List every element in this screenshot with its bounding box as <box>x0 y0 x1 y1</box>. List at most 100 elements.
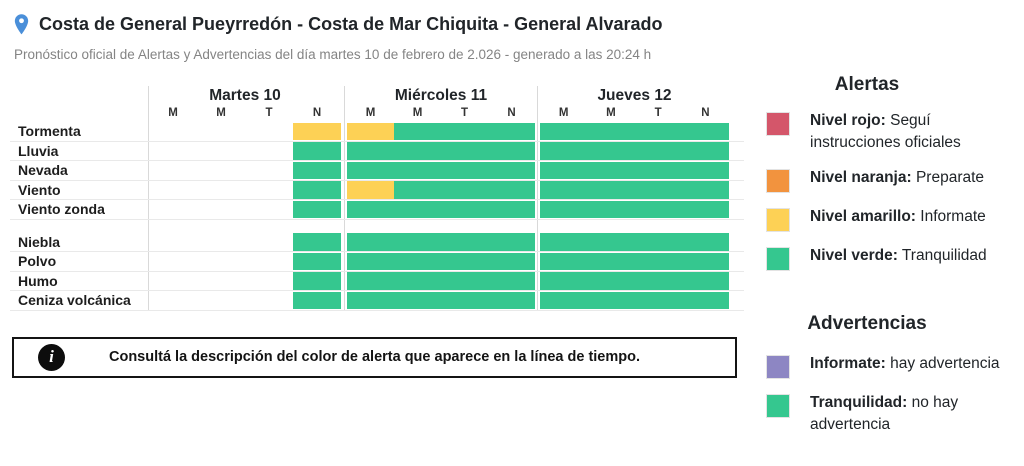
alert-cell-green <box>540 233 588 251</box>
alert-cell-empty <box>245 201 293 219</box>
day-cells-martes-10 <box>149 233 341 252</box>
row-label: Lluvia <box>18 142 59 159</box>
day-header-miercoles-11: Miércoles 11 <box>394 87 488 104</box>
row-label: Polvo <box>18 253 57 269</box>
alert-cell-green <box>540 122 588 140</box>
alert-cell-green <box>634 200 682 218</box>
alert-cell-empty <box>197 201 245 219</box>
alert-cell-green <box>488 233 535 251</box>
timeline-day-header-row: Martes 10 Miércoles 11 Jueves 12 <box>10 87 744 106</box>
alert-cell-green <box>681 142 729 160</box>
alert-cell-empty <box>149 292 197 310</box>
yellow-swatch <box>766 208 790 232</box>
alert-cell-green <box>394 161 441 179</box>
day-cells-martes-10 <box>149 122 341 141</box>
day-cells-jueves-12 <box>540 233 729 252</box>
timeline-row-tormenta: Tormenta <box>10 122 744 142</box>
alert-cell-green <box>394 252 441 270</box>
day-cells-jueves-12 <box>540 291 729 310</box>
alert-cell-green <box>634 122 682 140</box>
alert-cell-green <box>441 291 488 309</box>
alert-cell-empty <box>197 162 245 180</box>
alert-cell-green <box>540 142 588 160</box>
slot-letter: T <box>654 107 662 119</box>
alert-cell-green <box>488 161 535 179</box>
legend-title-alertas: Alertas <box>834 74 900 95</box>
day-cells-jueves-12 <box>540 142 729 161</box>
legend-item-term: Nivel rojo: <box>810 112 886 129</box>
row-label: Ceniza volcánica <box>18 292 131 308</box>
legend-item-nivel-verde: Nivel verde: Tranquilidad <box>762 245 1018 271</box>
page-title: Costa de General Pueyrredón - Costa de M… <box>39 13 663 34</box>
page-header: Costa de General Pueyrredón - Costa de M… <box>13 12 753 63</box>
purple-swatch <box>766 355 790 379</box>
timeline-row-polvo: Polvo <box>10 252 744 272</box>
alert-cell-green <box>681 122 729 140</box>
alert-cell-green <box>488 200 535 218</box>
row-label: Viento <box>18 181 61 198</box>
day-cells-martes-10 <box>149 252 341 271</box>
alert-cell-green <box>587 233 635 251</box>
legend-title-advertencias: Advertencias <box>807 313 927 334</box>
day-cells-martes-10 <box>149 291 341 310</box>
alert-cell-green <box>587 122 635 140</box>
alert-cell-green <box>394 181 441 199</box>
info-box: i Consultá la descripción del color de a… <box>12 337 737 378</box>
slot-letter: M <box>216 107 226 119</box>
slot-letter: N <box>507 107 516 119</box>
legend-item-term: Informate: <box>810 355 886 372</box>
legend-item-text: Nivel amarillo: Informate <box>810 208 986 225</box>
alert-cell-green <box>441 181 488 199</box>
alert-cell-empty <box>245 123 293 141</box>
alert-cell-green <box>587 200 635 218</box>
alert-cell-green <box>587 181 635 199</box>
alert-cell-empty <box>149 142 197 160</box>
alert-cell-green <box>293 272 341 290</box>
alert-cell-green <box>540 161 588 179</box>
alert-cell-green <box>488 142 535 160</box>
legend-item-tranquilidad: Tranquilidad: no hay advertencia <box>762 392 1018 436</box>
green-swatch <box>766 394 790 418</box>
alert-cell-empty <box>149 123 197 141</box>
alert-cell-empty <box>149 233 197 251</box>
legend-item-nivel-rojo: Nivel rojo: Seguí instrucciones oficiale… <box>762 110 1018 154</box>
alert-cell-green <box>394 200 441 218</box>
alert-cell-green <box>394 272 441 290</box>
row-label: Tormenta <box>18 123 81 139</box>
alert-cell-empty <box>245 181 293 199</box>
day-cells-miercoles-11 <box>347 122 535 141</box>
slot-letter: N <box>701 107 710 119</box>
day-cells-miercoles-11 <box>347 291 535 310</box>
alert-cell-empty <box>149 253 197 271</box>
alert-cell-green <box>634 142 682 160</box>
day-cells-miercoles-11 <box>347 233 535 252</box>
timeline-row-lluvia: Lluvia <box>10 142 744 161</box>
legend-item-text: Nivel naranja: Preparate <box>810 169 985 186</box>
day-cells-miercoles-11 <box>347 181 535 200</box>
alert-cell-green <box>540 200 588 218</box>
alert-cell-green <box>634 161 682 179</box>
alert-cell-green <box>681 161 729 179</box>
legend-item-informate: Informate: hay advertencia <box>762 353 1018 379</box>
day-header-martes-10: Martes 10 <box>209 87 281 104</box>
legend-item-text: Nivel rojo: Seguí instrucciones oficiale… <box>810 112 961 151</box>
row-label: Humo <box>18 272 58 289</box>
slot-letter: M <box>558 107 569 119</box>
alert-cell-green <box>441 142 488 160</box>
slot-letter: M <box>412 107 423 119</box>
alert-cell-empty <box>245 253 293 271</box>
alert-cell-green <box>441 272 488 290</box>
legend-item-term: Nivel amarillo: <box>810 208 916 225</box>
legend-item-text: Tranquilidad: no hay advertencia <box>810 394 959 433</box>
day-cells-martes-10 <box>149 181 341 200</box>
row-label: Niebla <box>18 233 61 250</box>
alert-cell-empty <box>245 233 293 251</box>
legend-item-term: Nivel verde: <box>810 247 898 264</box>
legend-item-text: Nivel verde: Tranquilidad <box>810 247 987 264</box>
alert-cell-green <box>293 252 341 270</box>
alert-cell-green <box>634 233 682 251</box>
alert-cell-green <box>634 252 682 270</box>
alert-cell-empty <box>197 233 245 251</box>
timeline-body: Tormenta Lluvia Nevada Viento Viento zonda Ni… <box>10 122 744 311</box>
